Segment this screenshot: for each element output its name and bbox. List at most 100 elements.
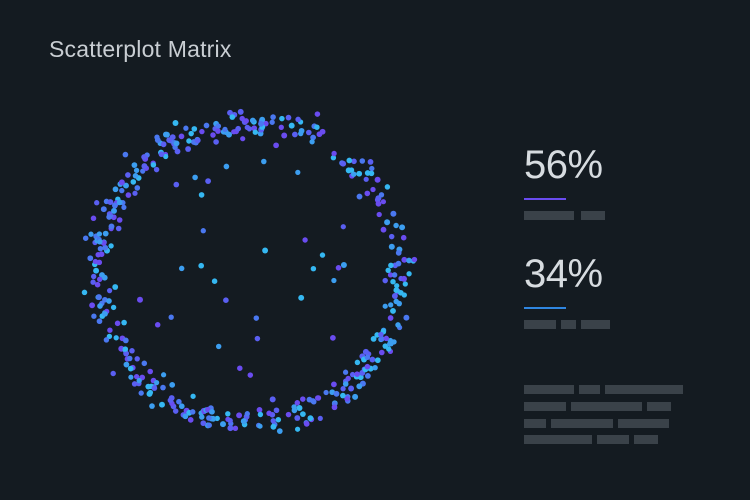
scatter-point: [330, 335, 336, 341]
scatter-point: [137, 296, 143, 303]
scatter-point: [406, 271, 412, 277]
scatter-point: [169, 382, 176, 388]
chart-title: Scatterplot Matrix: [49, 36, 232, 62]
scatter-point: [185, 146, 192, 152]
scatter-point: [97, 239, 103, 245]
scatter-point: [119, 187, 125, 194]
scatter-point: [215, 343, 222, 350]
scatter-point: [378, 192, 385, 198]
scatter-point: [178, 265, 185, 272]
scatter-point: [192, 174, 198, 181]
scatter-point: [370, 336, 377, 342]
scatter-point: [388, 243, 395, 250]
scatter-point: [131, 162, 138, 168]
scatter-point: [367, 159, 374, 165]
scatter-point: [390, 210, 397, 217]
scatter-point: [150, 162, 157, 168]
scatter-point: [240, 418, 247, 425]
scatter-point: [106, 298, 112, 304]
scatter-point: [383, 335, 390, 342]
scatter-point: [393, 287, 400, 294]
scatter-point: [285, 411, 292, 418]
scatter-point: [391, 272, 398, 278]
scatter-point: [106, 287, 113, 294]
scatter-point: [203, 122, 210, 129]
placeholder-bar: [524, 320, 556, 329]
scatter-point: [342, 381, 349, 387]
scatter-point: [100, 206, 107, 213]
scatter-point: [403, 314, 410, 321]
scatter-point: [183, 125, 189, 131]
scatter-point: [278, 124, 284, 130]
scatter-point: [213, 139, 219, 145]
scatter-point: [276, 428, 283, 434]
scatter-point: [132, 173, 139, 179]
placeholder-bar: [597, 435, 629, 444]
scatter-point: [211, 278, 218, 284]
scatter-point: [269, 396, 276, 403]
scatter-point: [331, 404, 338, 411]
scatter-point: [378, 331, 384, 338]
scatter-point: [154, 137, 161, 143]
scatter-point: [123, 182, 129, 189]
scatter-point: [215, 128, 221, 134]
scatter-point: [126, 355, 133, 362]
scatter-point: [108, 243, 114, 249]
scatter-point: [378, 349, 385, 356]
scatter-point: [388, 262, 394, 269]
scatter-point: [205, 178, 212, 184]
scatter-point: [97, 303, 103, 309]
scatter-point: [186, 138, 192, 144]
scatter-point: [394, 283, 400, 289]
scatter-point: [102, 311, 108, 317]
scatter-point: [275, 416, 282, 423]
scatter-point: [262, 247, 269, 254]
scatter-point: [330, 155, 337, 161]
scatter-point: [331, 150, 337, 157]
scatter-point: [160, 141, 167, 148]
scatter-point: [269, 119, 275, 125]
scatter-point: [97, 276, 103, 282]
scatter-point: [291, 404, 297, 410]
scatter-point: [388, 302, 394, 308]
scatter-point: [256, 407, 263, 413]
scatter-point: [370, 186, 376, 193]
scatter-point: [372, 364, 378, 371]
scatter-point: [382, 303, 388, 309]
scatter-point: [273, 407, 280, 414]
scatter-point: [244, 124, 250, 131]
scatter-point: [257, 411, 264, 418]
scatter-point: [132, 190, 138, 196]
scatter-point: [110, 370, 116, 377]
scatter-point: [92, 258, 99, 265]
scatter-point: [364, 190, 371, 197]
scatter-point: [141, 154, 147, 160]
scatter-point: [237, 108, 244, 115]
scatter-point: [406, 257, 412, 264]
scatter-point: [387, 315, 394, 321]
scatter-point: [93, 267, 100, 274]
scatter-point: [390, 278, 396, 285]
scatter-point: [108, 223, 115, 230]
scatter-point: [266, 410, 272, 417]
scatter-point: [147, 389, 154, 396]
scatter-point: [288, 122, 295, 129]
scatter-point: [102, 244, 109, 251]
scatter-point: [225, 411, 231, 417]
scatter-point: [402, 281, 408, 287]
scatter-point: [116, 199, 123, 206]
scatter-point: [167, 397, 174, 404]
scatter-point: [88, 231, 94, 237]
scatter-point: [103, 337, 110, 343]
scatter-point: [173, 140, 180, 147]
scatter-point: [131, 381, 138, 387]
scatter-point: [123, 361, 130, 368]
scatter-point: [305, 129, 312, 136]
scatter-point: [323, 389, 329, 396]
scatter-point: [121, 319, 127, 326]
scatter-point: [285, 114, 292, 121]
scatter-point: [226, 131, 232, 138]
scatter-point: [362, 348, 369, 355]
scatter-point: [149, 403, 155, 409]
scatter-point: [340, 262, 347, 268]
